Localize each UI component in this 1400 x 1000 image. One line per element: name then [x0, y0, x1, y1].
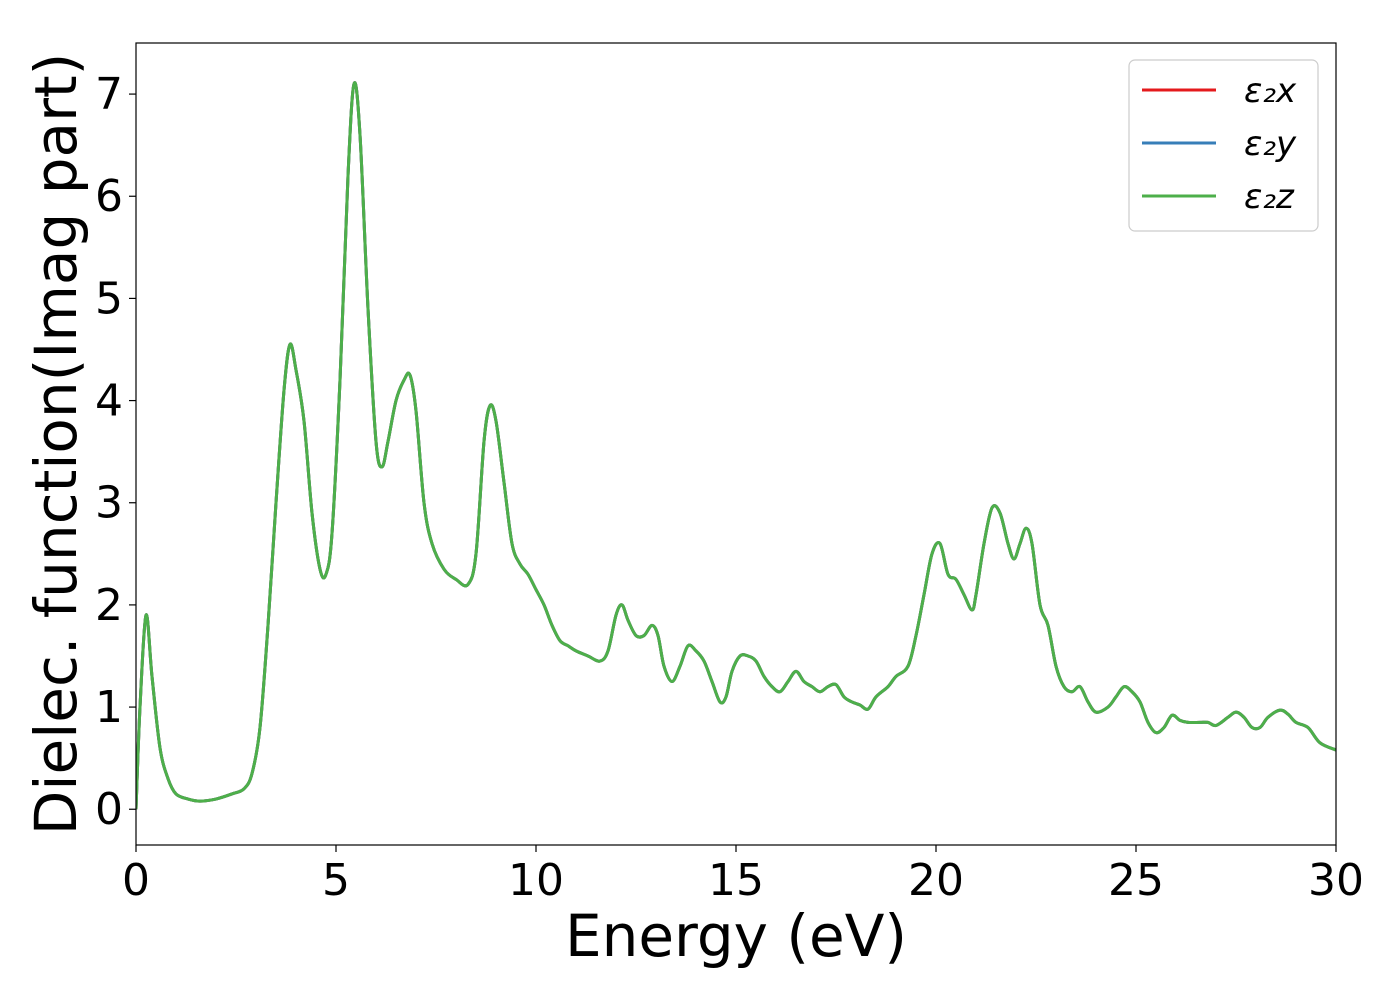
x-tick-label: 15	[708, 855, 764, 906]
y-tick-label: 7	[95, 69, 123, 120]
x-tick-label: 20	[908, 855, 964, 906]
y-tick-label: 3	[95, 478, 123, 529]
y-axis-label: Dielec. function(Imag part)	[22, 53, 90, 836]
series-line-3	[136, 81, 1336, 810]
y-tick-label: 0	[95, 784, 123, 835]
x-tick-label: 0	[122, 855, 150, 906]
x-tick-label: 30	[1308, 855, 1364, 906]
y-tick-label: 4	[95, 376, 123, 427]
y-ticks: 0 1 2 3 4 5 6 7	[95, 69, 136, 835]
x-ticks: 0 5 10 15 20 25 30	[122, 845, 1364, 906]
x-axis-label: Energy (eV)	[565, 902, 907, 970]
x-tick-label: 25	[1108, 855, 1164, 906]
y-tick-label: 6	[95, 171, 123, 222]
plot-lines	[136, 81, 1336, 810]
legend-box	[1128, 59, 1319, 232]
legend: ε₂x ε₂y ε₂z	[1128, 59, 1319, 232]
x-tick-label: 5	[322, 855, 350, 906]
y-tick-label: 1	[95, 682, 123, 733]
legend-label-2: ε₂y	[1244, 124, 1297, 164]
legend-label-3: ε₂z	[1244, 177, 1295, 217]
legend-label-1: ε₂x	[1244, 71, 1297, 111]
y-tick-label: 2	[95, 580, 123, 631]
x-tick-label: 10	[508, 855, 564, 906]
y-tick-label: 5	[95, 273, 123, 324]
